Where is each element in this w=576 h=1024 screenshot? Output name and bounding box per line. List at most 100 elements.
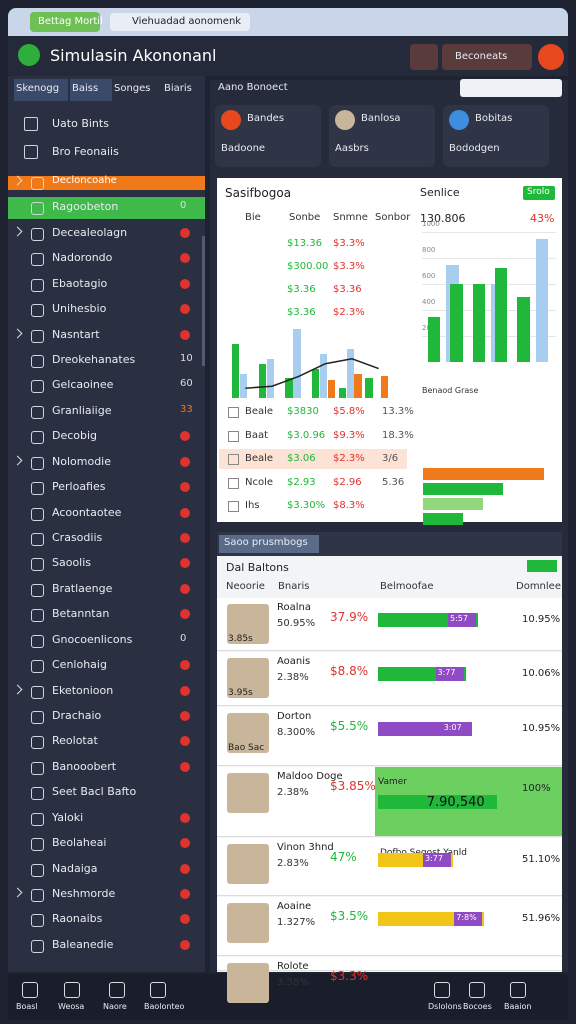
icon [31,583,44,597]
y-tick-label: 600 [422,272,436,280]
row[interactable] [217,897,562,956]
cell: $300.00 [287,261,329,272]
value-b: $3.5% [330,909,369,923]
chart-bar [266,358,274,398]
person-name: Rolote [277,961,309,972]
header-button[interactable] [442,44,532,70]
chart-bar [450,284,463,362]
icon [31,558,44,572]
card-name: Bobitas [475,113,513,124]
badge: 0 [180,200,187,212]
nav-item: Baleanedie [52,937,114,951]
search-box[interactable] [460,79,562,97]
nav-icon[interactable] [22,982,38,998]
cell: $3.3% [333,238,365,249]
nav-icon[interactable] [510,982,526,998]
nav-item: Crasodiis [52,531,103,545]
person-name: Dorton [277,711,312,722]
nav-label: Dslolons [428,1002,462,1011]
chart-bar [472,284,485,362]
scrollbar [202,236,205,366]
chart-bar [232,344,240,398]
hbar [423,498,484,510]
cell: $9.3% [333,429,365,441]
row[interactable] [217,707,562,766]
nav-icon[interactable] [150,982,166,998]
nav-icon[interactable] [434,982,450,998]
nav-item: Banooobert [52,759,117,773]
cell: $2.3% [333,307,365,318]
nav-item: Cenlohaig [52,658,107,672]
icon [31,711,44,725]
progress-tag [454,912,483,926]
browser-tab[interactable] [30,12,100,32]
chart-bar [338,388,347,398]
alert-dot [180,685,190,696]
chart-bar [495,268,508,362]
icon [31,482,44,496]
icon [24,145,38,159]
alert-dot [180,761,190,772]
tab-bg[interactable] [14,79,68,101]
icon [31,736,44,750]
row[interactable] [217,957,562,971]
progress-tag [435,667,464,681]
value-right: 51.96% [522,913,561,924]
browser-bar [8,8,568,36]
cell: $3830 [287,406,319,417]
search-label: Aano Bonoect [218,82,288,93]
highlight[interactable] [8,176,205,190]
progress-label: 3:77 [425,854,443,863]
side-badge [523,186,555,200]
nav-label: Boasl [16,1002,38,1011]
avatar [227,773,269,813]
tab-bg[interactable] [70,79,112,101]
cell: Beale [245,453,274,464]
icon [31,838,44,852]
search-button[interactable] [410,44,438,70]
value-b: $3.3% [330,969,369,983]
nav-icon[interactable] [469,982,485,998]
nav-icon[interactable] [64,982,80,998]
person-name: Aoanis [277,656,311,667]
icon [31,634,44,648]
value-a: 1.327% [277,917,316,928]
chart-bar [517,297,530,362]
checkbox [228,501,239,512]
nav-item: Gnocoenlicons [52,632,133,646]
progress-tag [423,853,451,867]
row-highlight [219,449,407,469]
highlight[interactable] [8,197,205,220]
sidebar [8,76,205,972]
cell: 3/6 [382,453,399,464]
nav-item: Decloncoahe [52,175,117,186]
row[interactable] [217,838,562,896]
alert-dot [180,939,190,950]
panel-2-tag [527,560,557,572]
checkbox [228,430,239,442]
add-button[interactable] [538,44,564,70]
progress-label: 7:8% [456,913,477,922]
icon [31,405,44,419]
value-right: 51.10% [522,854,561,865]
checkbox [228,407,239,418]
cell: 13.3% [382,406,414,417]
value-a: 2.83% [277,858,309,869]
nav-icon[interactable] [109,982,125,998]
tab-title: Bettag Mortil [38,16,103,27]
panel-title: Sasifbogoa [225,186,292,200]
value-right: 10.06% [522,668,561,679]
nav-label: Weosa [58,1002,85,1011]
icon [31,202,44,216]
column-header: Snmne [333,212,368,223]
icon [31,177,44,190]
grid-line [422,232,556,233]
side-badge-text: Srolo [527,187,550,197]
nav-item: Granliaiige [52,403,112,417]
column-header: Domnlee [516,581,561,592]
nav-item: Decobig [52,429,98,443]
icon [31,685,44,699]
y-tick-label: 800 [422,246,436,254]
nav-item: Raonaibs [52,912,103,926]
chart-bar [293,329,301,398]
